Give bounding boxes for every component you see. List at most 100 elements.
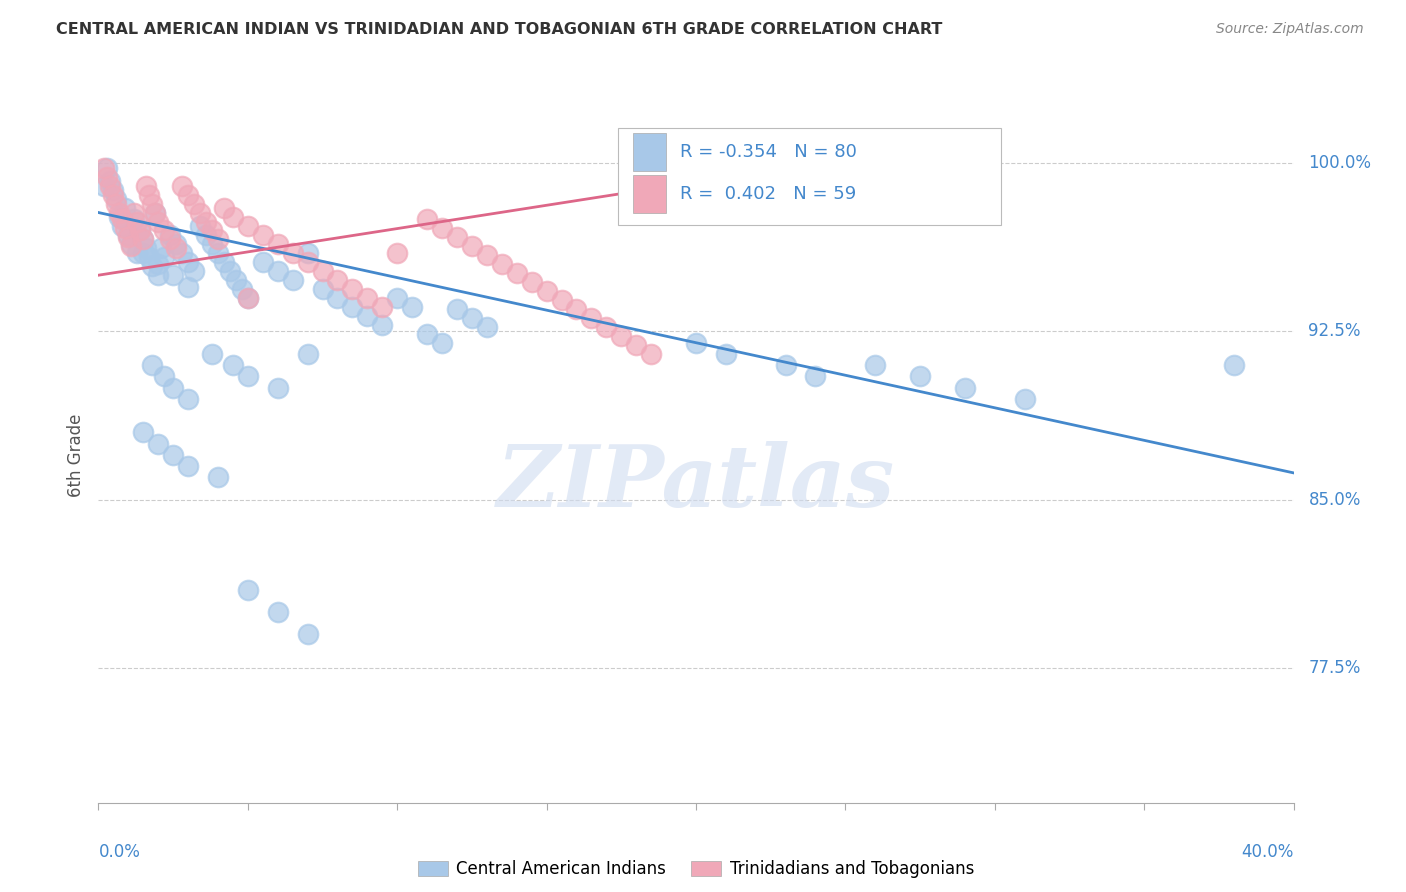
Text: 77.5%: 77.5% xyxy=(1309,659,1361,677)
Point xyxy=(520,275,543,289)
Point xyxy=(714,347,737,361)
Point xyxy=(103,187,125,202)
Point xyxy=(132,246,155,260)
Point xyxy=(207,470,229,484)
Point xyxy=(236,369,259,384)
Point xyxy=(1014,392,1036,406)
Point xyxy=(775,358,797,372)
Point xyxy=(267,605,290,619)
Point xyxy=(207,246,229,260)
Point xyxy=(416,212,439,227)
Text: CENTRAL AMERICAN INDIAN VS TRINIDADIAN AND TOBAGONIAN 6TH GRADE CORRELATION CHAR: CENTRAL AMERICAN INDIAN VS TRINIDADIAN A… xyxy=(56,22,942,37)
Point xyxy=(143,205,166,219)
Text: 92.5%: 92.5% xyxy=(1309,323,1361,341)
Point xyxy=(267,381,290,395)
Point xyxy=(172,178,194,193)
Point xyxy=(183,196,205,211)
Point xyxy=(183,264,205,278)
Point xyxy=(267,236,290,251)
Text: R =  0.402   N = 59: R = 0.402 N = 59 xyxy=(681,185,856,203)
Point xyxy=(491,257,513,271)
Point xyxy=(124,205,146,219)
Point xyxy=(201,223,224,237)
Point xyxy=(96,161,118,175)
Point xyxy=(311,282,333,296)
Point xyxy=(219,264,242,278)
Point xyxy=(236,291,259,305)
Point xyxy=(103,183,125,197)
Point xyxy=(98,174,122,188)
Point xyxy=(108,210,131,224)
Point xyxy=(127,246,149,260)
Point xyxy=(159,232,181,246)
Point xyxy=(201,236,224,251)
Point xyxy=(297,627,319,641)
Point xyxy=(231,282,253,296)
Point xyxy=(148,436,170,450)
Point xyxy=(212,201,235,215)
Point xyxy=(430,221,453,235)
Point xyxy=(138,187,160,202)
Point xyxy=(105,196,128,211)
Point xyxy=(297,347,319,361)
Point xyxy=(565,301,588,316)
Point xyxy=(297,255,319,269)
Point xyxy=(194,214,218,228)
Point xyxy=(326,291,349,305)
Text: Source: ZipAtlas.com: Source: ZipAtlas.com xyxy=(1216,22,1364,37)
Point xyxy=(141,358,163,372)
Point xyxy=(252,227,274,242)
Point xyxy=(475,320,498,334)
Point xyxy=(93,178,115,193)
Point xyxy=(297,246,319,260)
FancyBboxPatch shape xyxy=(619,128,1001,226)
Point xyxy=(371,318,394,332)
Point xyxy=(953,381,976,395)
Point xyxy=(124,212,146,227)
Point xyxy=(236,219,259,233)
Point xyxy=(222,210,245,224)
Point xyxy=(446,301,468,316)
Point xyxy=(685,167,707,181)
Point xyxy=(120,239,142,253)
Point xyxy=(132,425,155,440)
Point xyxy=(356,309,378,323)
Point xyxy=(120,236,142,251)
Point xyxy=(132,232,155,246)
Point xyxy=(177,392,200,406)
Point xyxy=(281,246,304,260)
Point xyxy=(475,248,498,262)
Text: 100.0%: 100.0% xyxy=(1309,154,1371,172)
Point xyxy=(135,242,157,256)
Text: R = -0.354   N = 80: R = -0.354 N = 80 xyxy=(681,144,858,161)
FancyBboxPatch shape xyxy=(633,175,666,213)
Point xyxy=(401,300,423,314)
Point xyxy=(536,284,558,298)
Point xyxy=(385,291,409,305)
Point xyxy=(132,232,155,246)
Point xyxy=(148,214,170,228)
Point xyxy=(177,279,200,293)
Point xyxy=(127,214,149,228)
Text: ZIPatlas: ZIPatlas xyxy=(496,441,896,524)
Point xyxy=(371,300,394,314)
Point xyxy=(342,300,364,314)
Point xyxy=(159,227,181,242)
Point xyxy=(153,369,176,384)
Point xyxy=(165,242,187,256)
Point xyxy=(96,169,118,184)
Point xyxy=(326,273,349,287)
Point xyxy=(153,223,176,237)
Point xyxy=(201,347,224,361)
Point xyxy=(311,264,333,278)
Point xyxy=(114,201,136,215)
Point xyxy=(105,192,128,206)
Point xyxy=(150,242,173,256)
Point xyxy=(143,205,166,219)
Point xyxy=(141,260,163,274)
Point xyxy=(153,251,176,265)
Point xyxy=(129,223,152,237)
Point xyxy=(114,221,136,235)
Point xyxy=(610,329,633,343)
Point xyxy=(148,268,170,283)
